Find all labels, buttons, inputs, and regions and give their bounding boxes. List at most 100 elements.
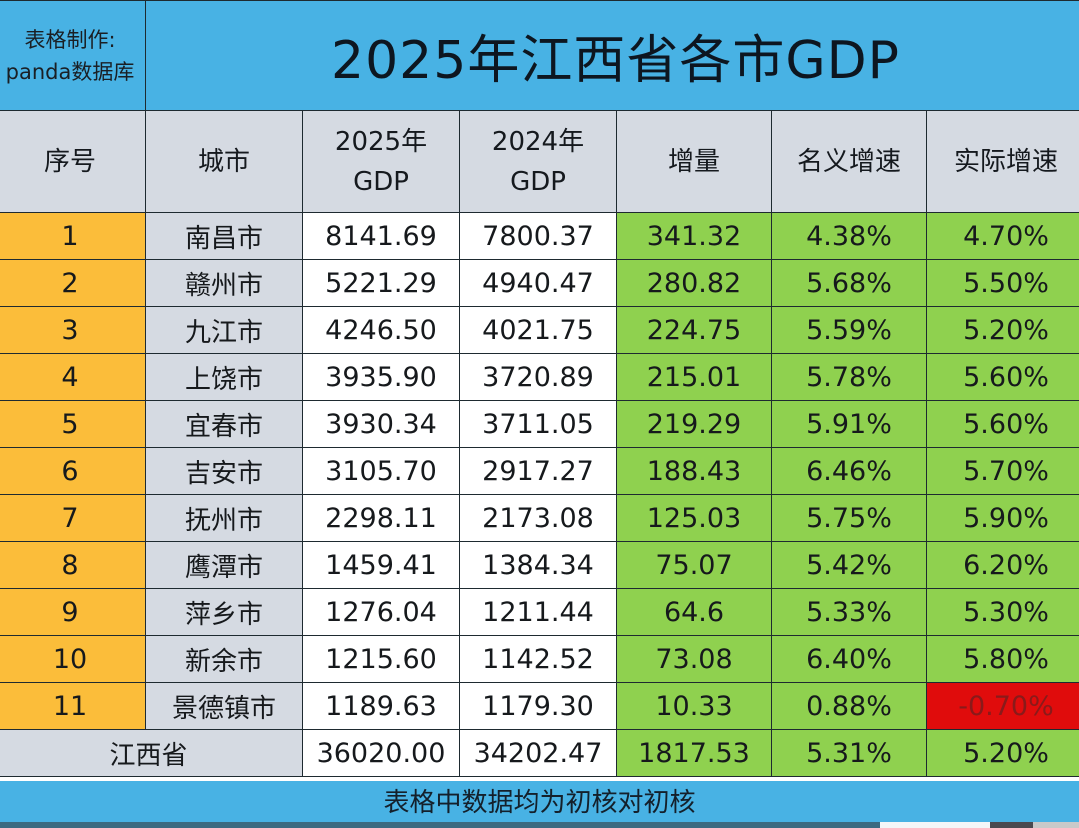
header-gdp-2024-label: GDP — [510, 166, 566, 197]
cell-gdp-2025: 2298.11 — [302, 494, 460, 542]
cell-nominal-growth: 5.91% — [771, 400, 927, 448]
credit-line-1: 表格制作: — [24, 27, 116, 52]
edge-artifact-light — [880, 822, 990, 828]
table-row: 6 吉安市 3105.70 2917.27 188.43 6.46% 5.70% — [0, 447, 1079, 495]
cell-gdp-2024: 4021.75 — [459, 306, 617, 354]
cell-gdp-2025: 3105.70 — [302, 447, 460, 495]
cell-city: 宜春市 — [145, 400, 303, 448]
cell-gdp-2024: 3720.89 — [459, 353, 617, 401]
cell-city: 萍乡市 — [145, 588, 303, 636]
cell-real-growth: 5.60% — [925, 400, 1079, 448]
cell-gdp-2025: 4246.50 — [302, 306, 460, 354]
cell-index: 3 — [0, 306, 146, 354]
cell-nominal-growth: 5.42% — [771, 541, 927, 589]
cell-city: 赣州市 — [145, 259, 303, 307]
header-gdp-2025: 2025年 GDP — [302, 110, 460, 213]
cell-nominal-growth: 5.75% — [771, 494, 927, 542]
cell-nominal-growth: 4.38% — [771, 212, 927, 260]
cell-city: 南昌市 — [145, 212, 303, 260]
header-gdp-2025-year: 2025年 — [334, 126, 428, 157]
table-row: 10 新余市 1215.60 1142.52 73.08 6.40% 5.80% — [0, 635, 1079, 683]
cell-index: 2 — [0, 259, 146, 307]
footer-note: 表格中数据均为初核对初核 — [0, 781, 1079, 822]
credit-cell: 表格制作: panda数据库 — [0, 0, 146, 111]
header-nominal-growth: 名义增速 — [771, 110, 927, 213]
cell-gdp-2025: 1189.63 — [302, 682, 460, 730]
cell-real-growth: 5.80% — [925, 635, 1079, 683]
cell-gdp-2025: 3930.34 — [302, 400, 460, 448]
cell-real-growth-negative: -0.70% — [925, 682, 1079, 730]
table-row: 8 鹰潭市 1459.41 1384.34 75.07 5.42% 6.20% — [0, 541, 1079, 589]
cell-index: 8 — [0, 541, 146, 589]
cell-gdp-2025: 3935.90 — [302, 353, 460, 401]
cell-index: 1 — [0, 212, 146, 260]
column-header-row: 序号 城市 2025年 GDP 2024年 GDP 增量 名义增速 实际增速 — [0, 110, 1079, 213]
header-city: 城市 — [145, 110, 303, 213]
cell-city: 鹰潭市 — [145, 541, 303, 589]
total-gdp-2025: 36020.00 — [302, 729, 460, 777]
cell-nominal-growth: 5.68% — [771, 259, 927, 307]
cell-gdp-2025: 1215.60 — [302, 635, 460, 683]
cell-increase: 75.07 — [616, 541, 772, 589]
cell-index: 4 — [0, 353, 146, 401]
total-label: 江西省 — [0, 729, 303, 777]
cell-index: 5 — [0, 400, 146, 448]
cell-gdp-2024: 2173.08 — [459, 494, 617, 542]
table-row: 2 赣州市 5221.29 4940.47 280.82 5.68% 5.50% — [0, 259, 1079, 307]
edge-artifact-gray — [1033, 822, 1079, 828]
cell-increase: 341.32 — [616, 212, 772, 260]
cell-index: 7 — [0, 494, 146, 542]
table-row: 3 九江市 4246.50 4021.75 224.75 5.59% 5.20% — [0, 306, 1079, 354]
credit-line-2: panda数据库 — [5, 59, 135, 84]
cell-city: 九江市 — [145, 306, 303, 354]
total-increase: 1817.53 — [616, 729, 772, 777]
table-row: 7 抚州市 2298.11 2173.08 125.03 5.75% 5.90% — [0, 494, 1079, 542]
cell-gdp-2024: 7800.37 — [459, 212, 617, 260]
header-gdp-2024: 2024年 GDP — [459, 110, 617, 213]
page-title: 2025年江西省各市GDP — [144, 0, 1079, 111]
table-row: 9 萍乡市 1276.04 1211.44 64.6 5.33% 5.30% — [0, 588, 1079, 636]
cell-gdp-2024: 1142.52 — [459, 635, 617, 683]
cell-index: 10 — [0, 635, 146, 683]
cell-gdp-2025: 1459.41 — [302, 541, 460, 589]
cell-real-growth: 5.90% — [925, 494, 1079, 542]
header-gdp-2025-label: GDP — [353, 166, 409, 197]
cell-increase: 280.82 — [616, 259, 772, 307]
cell-real-growth: 6.20% — [925, 541, 1079, 589]
cell-increase: 224.75 — [616, 306, 772, 354]
cell-real-growth: 5.50% — [925, 259, 1079, 307]
table-row: 11 景德镇市 1189.63 1179.30 10.33 0.88% -0.7… — [0, 682, 1079, 730]
cell-index: 6 — [0, 447, 146, 495]
cell-nominal-growth: 5.33% — [771, 588, 927, 636]
cell-gdp-2024: 2917.27 — [459, 447, 617, 495]
cell-real-growth: 4.70% — [925, 212, 1079, 260]
cell-city: 上饶市 — [145, 353, 303, 401]
edge-artifact-dark — [990, 822, 1033, 828]
cell-gdp-2024: 3711.05 — [459, 400, 617, 448]
cell-gdp-2025: 8141.69 — [302, 212, 460, 260]
cell-increase: 73.08 — [616, 635, 772, 683]
title-row: 表格制作: panda数据库 2025年江西省各市GDP — [0, 0, 1079, 111]
table-row: 4 上饶市 3935.90 3720.89 215.01 5.78% 5.60% — [0, 353, 1079, 401]
footer-edge-divider — [0, 822, 1079, 828]
header-index: 序号 — [0, 110, 146, 213]
cell-gdp-2024: 1179.30 — [459, 682, 617, 730]
cell-index: 9 — [0, 588, 146, 636]
cell-gdp-2025: 1276.04 — [302, 588, 460, 636]
cell-real-growth: 5.60% — [925, 353, 1079, 401]
cell-nominal-growth: 6.40% — [771, 635, 927, 683]
cell-increase: 125.03 — [616, 494, 772, 542]
header-increase: 增量 — [616, 110, 772, 213]
gdp-table: 表格制作: panda数据库 2025年江西省各市GDP 序号 城市 2025年… — [0, 0, 1079, 777]
cell-increase: 215.01 — [616, 353, 772, 401]
cell-real-growth: 5.20% — [925, 306, 1079, 354]
cell-city: 新余市 — [145, 635, 303, 683]
total-row: 江西省 36020.00 34202.47 1817.53 5.31% 5.20… — [0, 729, 1079, 777]
table-row: 1 南昌市 8141.69 7800.37 341.32 4.38% 4.70% — [0, 212, 1079, 260]
header-gdp-2024-year: 2024年 — [491, 126, 585, 157]
cell-nominal-growth: 5.78% — [771, 353, 927, 401]
total-nominal-growth: 5.31% — [771, 729, 927, 777]
cell-gdp-2024: 4940.47 — [459, 259, 617, 307]
cell-increase: 188.43 — [616, 447, 772, 495]
